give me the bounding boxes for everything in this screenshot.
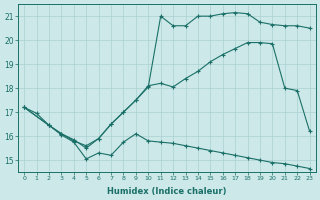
- X-axis label: Humidex (Indice chaleur): Humidex (Indice chaleur): [107, 187, 227, 196]
